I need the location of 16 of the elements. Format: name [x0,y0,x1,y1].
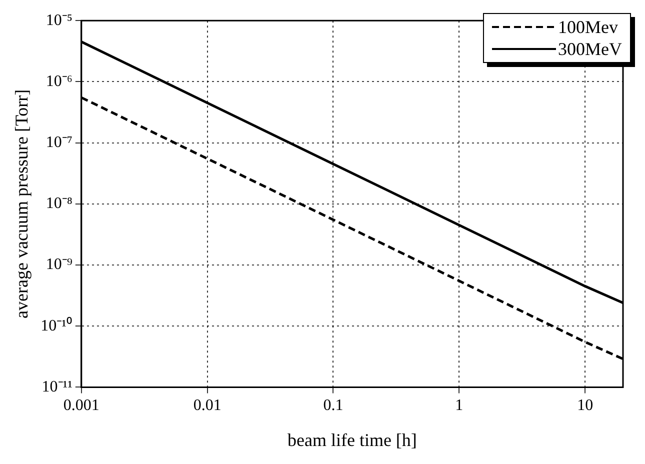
y-tick-label: 10⁻⁷ [46,134,72,152]
y-axis-title: average vacuum pressure [Torr] [12,89,32,318]
x-tick-label: 0.1 [323,397,344,414]
x-tick-label: 0.01 [193,397,222,414]
x-tick-label: 0.001 [63,397,100,414]
y-tick-label: 10⁻⁹ [46,256,73,274]
legend-label: 300MeV [558,38,622,60]
y-tick-label: 10⁻⁵ [46,12,72,29]
y-tick-label: 10⁻¹⁰ [40,316,72,334]
x-axis-title: beam life time [h] [287,430,417,450]
y-tick-label: 10⁻⁶ [46,72,72,90]
y-tick-label: 10⁻¹¹ [42,378,73,396]
x-tick-label: 1 [455,397,464,414]
x-tick-label: 10 [577,397,594,414]
legend-label: 100Mev [558,16,618,38]
y-tick-label: 10⁻⁸ [46,195,72,212]
